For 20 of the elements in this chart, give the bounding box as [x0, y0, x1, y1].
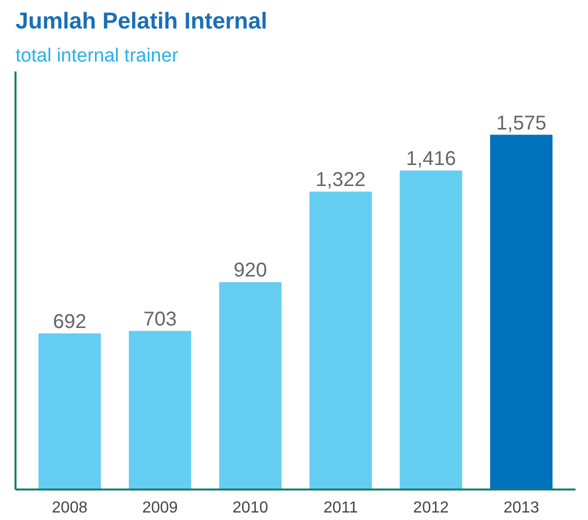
bar [128, 330, 192, 490]
bar [219, 282, 282, 490]
bar [490, 134, 553, 490]
data-label: 1,322 [316, 169, 366, 192]
bar [38, 333, 101, 490]
x-tick-label: 2008 [52, 500, 88, 516]
chart-title: Jumlah Pelatih Internal [16, 8, 268, 34]
data-label: 920 [234, 260, 268, 282]
data-label: 1,416 [406, 148, 456, 170]
bar [400, 170, 462, 490]
data-label: 1,575 [496, 112, 546, 134]
chart-subtitle: total internal trainer [16, 46, 179, 66]
bar [309, 192, 372, 490]
data-label: 703 [143, 308, 177, 330]
x-tick-label: 2011 [323, 500, 358, 516]
x-tick-label: 2009 [142, 500, 178, 516]
data-label: 692 [53, 310, 86, 333]
x-tick-label: 2013 [504, 500, 540, 516]
x-tick-label: 2012 [413, 500, 449, 516]
x-tick-label: 2010 [232, 500, 268, 516]
